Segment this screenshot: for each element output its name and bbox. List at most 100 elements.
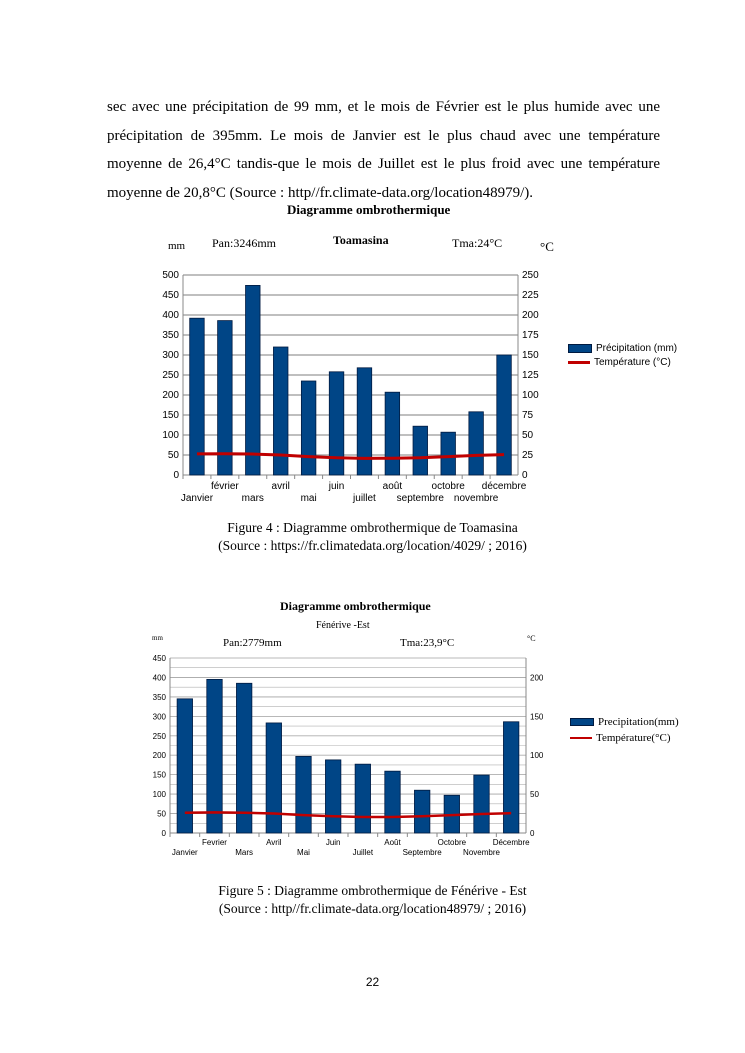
x-tick-label: mai [301,493,317,504]
precip-bar [176,698,193,834]
y-tick-label: 450 [153,654,167,663]
x-tick-label: novembre [454,493,499,504]
y-tick-label: 0 [173,470,179,481]
figure5-pan: Pan:2779mm [223,637,282,649]
x-tick-label: décembre [482,481,527,492]
precip-bar [503,721,520,834]
bar-swatch-icon [568,344,592,353]
x-tick-label: octobre [432,481,466,492]
figure4-tma: Tma:24°C [452,236,503,250]
x-tick-label: juin [328,481,345,492]
figure4-pan: Pan:3246mm [212,236,277,250]
y2-tick-label: 100 [530,751,544,760]
precip-bar [384,770,401,834]
precip-bar [300,380,317,476]
x-tick-label: Juin [326,838,341,847]
precip-bar [473,774,490,834]
y2-tick-label: 100 [522,390,539,401]
x-tick-label: août [383,481,403,492]
x-tick-label: Mai [297,848,310,857]
y2-tick-label: 200 [522,310,539,321]
y-tick-label: 100 [162,430,179,441]
y2-tick-label: 150 [522,350,539,361]
precip-bar [414,789,431,834]
y2-tick-label: 0 [530,829,535,838]
figure4-station: Toamasina [333,233,389,247]
y2-tick-label: 50 [522,430,534,441]
figure4-unit-left: mm [168,240,186,252]
y-tick-label: 100 [153,790,167,799]
figure5-unit-right: °C [527,634,536,643]
y-tick-label: 400 [162,310,179,321]
y-tick-label: 350 [162,330,179,341]
precip-bar [440,431,456,476]
x-tick-label: Novembre [463,848,500,857]
x-tick-label: Fevrier [202,838,227,847]
y-tick-label: 50 [157,810,166,819]
y2-tick-label: 25 [522,450,534,461]
y-tick-label: 50 [168,450,180,461]
precip-bar [384,391,401,476]
precip-bar [412,425,428,476]
x-tick-label: Juillet [353,848,374,857]
x-tick-label: Octobre [438,838,467,847]
figure5-caption: Figure 5 : Diagramme ombrothermique de F… [218,883,527,898]
x-tick-label: septembre [397,493,445,504]
legend-precip: Précipitation (mm) [568,343,677,354]
precip-bar [236,682,253,834]
x-tick-label: Janvier [181,493,214,504]
y-tick-label: 0 [162,829,167,838]
figure5-chart: 0 50 100 150 200 250 300 350 400 450 0 50 100 150 200 J… [153,654,544,857]
x-tick-label: avril [272,481,290,492]
y-tick-label: 300 [162,350,179,361]
y-tick-label: 350 [153,693,167,702]
x-tick-label: février [211,481,239,492]
figure4-title: Diagramme ombrothermique [287,202,451,217]
y2-tick-label: 225 [522,290,539,301]
figure4-caption: Figure 4 : Diagramme ombrothermique de T… [227,520,518,535]
x-tick-label: Août [384,838,401,847]
precip-bar [325,759,342,834]
figure5-legend: Precipitation(mm) Température(°C) [570,716,679,744]
precip-bar [295,755,312,834]
precip-bar [273,346,289,476]
x-tick-label: Janvier [172,848,198,857]
figure4-source: (Source : https://fr.climatedata.org/loc… [218,538,527,553]
temperature-line [184,811,512,819]
x-tick-label: juillet [352,493,376,504]
temperature-line [196,452,505,460]
legend-precip: Precipitation(mm) [570,716,679,728]
x-tick-label: Avril [266,838,282,847]
precip-bar [189,317,205,476]
y2-tick-label: 0 [522,470,528,481]
line-swatch-icon [570,737,592,739]
y-tick-label: 250 [153,732,167,741]
y-tick-label: 150 [153,771,167,780]
y-tick-label: 400 [153,673,167,682]
y2-tick-label: 150 [530,712,544,721]
y-tick-label: 200 [153,751,167,760]
y2-tick-label: 250 [522,270,539,281]
y-tick-label: 150 [162,410,179,421]
figure4-chart: 0 50 100 150 200 250 300 350 400 450 500 0 25 50 75 100… [162,270,539,504]
precip-bar [245,284,261,476]
y2-tick-label: 125 [522,370,539,381]
body-paragraph: sec avec une précipitation de 99 mm, et … [107,99,660,201]
figure5-source: (Source : http//fr.climate-data.org/loca… [218,901,527,916]
legend-temp: Température(°C) [570,732,679,744]
figure5-station: Fénérive -Est [316,620,370,631]
precip-bar [496,354,512,476]
precip-bar [468,411,484,476]
y-tick-label: 250 [162,370,179,381]
y2-tick-label: 50 [530,790,539,799]
figure5-unit-left: mm [152,634,163,642]
y-tick-label: 300 [153,712,167,721]
y-tick-label: 500 [162,270,179,281]
precip-bar [206,678,223,834]
precip-bar [354,763,371,834]
bar-swatch-icon [570,718,594,726]
y2-tick-label: 175 [522,330,539,341]
y-tick-label: 200 [162,390,179,401]
x-tick-label: Décembre [493,838,530,847]
